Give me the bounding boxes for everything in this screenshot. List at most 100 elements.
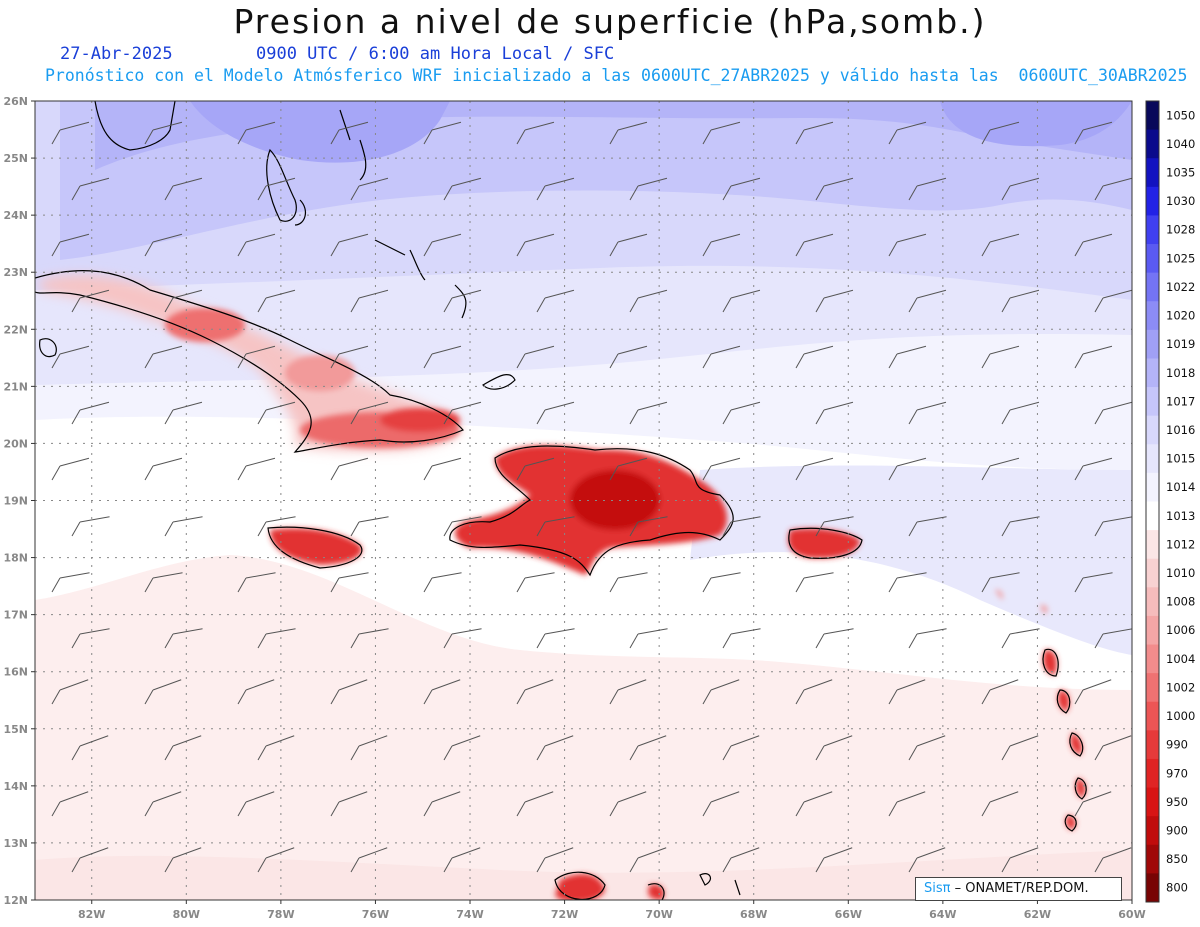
wind-barb-icon [51,572,90,593]
wind-barb-icon [1074,121,1113,145]
colorbar-swatch [1146,272,1159,302]
wind-barb-icon [536,289,575,313]
wind-barb-icon [889,904,925,927]
wind-barb-icon [1094,289,1132,313]
colorbar-swatch [1146,558,1159,588]
wind-barb-icon [144,791,182,817]
wind-barb-icon [815,289,854,313]
lon-label-82W: 82W [78,908,105,921]
wind-barb-icon [164,516,203,537]
wind-barb-icon [702,457,741,481]
colorbar-label-1000: 1000 [1166,709,1195,723]
wind-barb-icon [1094,401,1132,425]
wind-barb-icon [722,289,761,313]
wind-barb-icon [629,289,668,313]
wind-barb-icon [702,679,740,705]
wind-barb-icon [536,516,575,537]
wind-barb-icon [722,177,761,201]
hispaniola-coast [449,445,734,577]
wind-barb-icon [795,572,834,593]
wind-barb-icon [71,516,110,537]
colorbar-swatch [1146,215,1159,245]
colorbar-label-1015: 1015 [1166,452,1195,466]
lon-label-70W: 70W [645,908,672,921]
colorbar-swatch [1146,644,1159,674]
wind-barb-icon [1074,457,1113,481]
wind-barb-icon [71,401,110,425]
colorbar-swatch [1146,358,1159,388]
page-title: Presion a nivel de superficie (hPa,somb.… [233,2,987,41]
wind-barb-icon [423,121,462,145]
colorbar-swatch [1146,329,1159,359]
wind-barb-icon [1001,401,1040,425]
cuba-coast [35,270,464,453]
wind-barb-icon [536,628,575,649]
wind-barb-icon [1094,628,1132,649]
wind-barb-icon [516,679,554,705]
band-1020 [190,101,450,163]
colorbar-label-990: 990 [1166,738,1188,752]
colorbar-label-1050: 1050 [1166,108,1195,122]
wind-barb-icon [795,345,834,369]
wind-barb-icon [609,679,647,705]
lat-label-19N: 19N [3,495,28,508]
wind-barb-icon [981,457,1020,481]
lon-label-64W: 64W [929,908,956,921]
coastlines [35,101,1087,900]
wind-barb-icon [629,177,668,201]
colorbar-swatch [1146,530,1159,560]
wind-barb-icon [423,233,462,257]
wind-barb-icon [330,121,369,145]
wind-barb-icon [237,121,276,145]
wind-barb-icon [609,345,648,369]
wind-barb-icon [609,121,648,145]
wind-barb-icon [722,847,760,873]
wind-barb-icon [908,289,947,313]
wind-barb-icon [795,457,834,481]
wind-barb-icon [722,401,761,425]
wind-barb-icon [795,791,833,817]
wind-barb-icon [1094,735,1132,761]
wind-barb-icon [908,628,947,649]
wind-barb-icon [237,457,276,481]
colorbar-label-1022: 1022 [1166,280,1195,294]
colorbar-label-1013: 1013 [1166,509,1195,523]
colorbar-label-1040: 1040 [1166,137,1195,151]
wind-barb-icon [71,177,110,201]
florida-coast [94,101,176,151]
wind-barb-icon [981,233,1020,257]
wind-barb-icon [1001,847,1039,873]
colorbar-swatch [1146,129,1159,159]
lon-label-66W: 66W [835,908,862,921]
band-1012 [35,555,1132,900]
wind-barb-icon [981,121,1020,145]
colorbar-label-1004: 1004 [1166,652,1195,666]
wind-barb-icon [609,233,648,257]
wind-barb-icon [144,679,182,705]
wind-barb-icon [443,401,482,425]
wind-barb-icon [51,345,90,369]
forecast-description: Pronóstico con el Modelo Atmósferico WRF… [45,66,1188,85]
colorbar-label-1010: 1010 [1166,566,1195,580]
colorbar-label-950: 950 [1166,795,1188,809]
sis-logo-text: Sisπ [924,881,951,896]
wind-barb-icon [702,791,740,817]
lat-label-21N: 21N [3,380,28,393]
wind-barb-icon [982,904,1018,927]
wind-barb-icon [516,791,554,817]
pressure-field [35,101,1132,900]
lon-label-74W: 74W [456,908,483,921]
wind-barb-icon [51,121,90,145]
lat-label-23N: 23N [3,266,28,279]
colorbar-label-1019: 1019 [1166,337,1195,351]
wind-barb-icon [908,847,946,873]
colorbar-label-1020: 1020 [1166,309,1195,323]
colorbar-label-1006: 1006 [1166,623,1195,637]
wind-barb-icon [1094,177,1132,201]
lat-label-25N: 25N [3,152,28,165]
wind-barb-icon [629,735,667,761]
colorbar-label-1025: 1025 [1166,251,1195,265]
wind-barb-icon [908,401,947,425]
wind-barb-icon [702,572,741,593]
lat-label-18N: 18N [3,552,28,565]
